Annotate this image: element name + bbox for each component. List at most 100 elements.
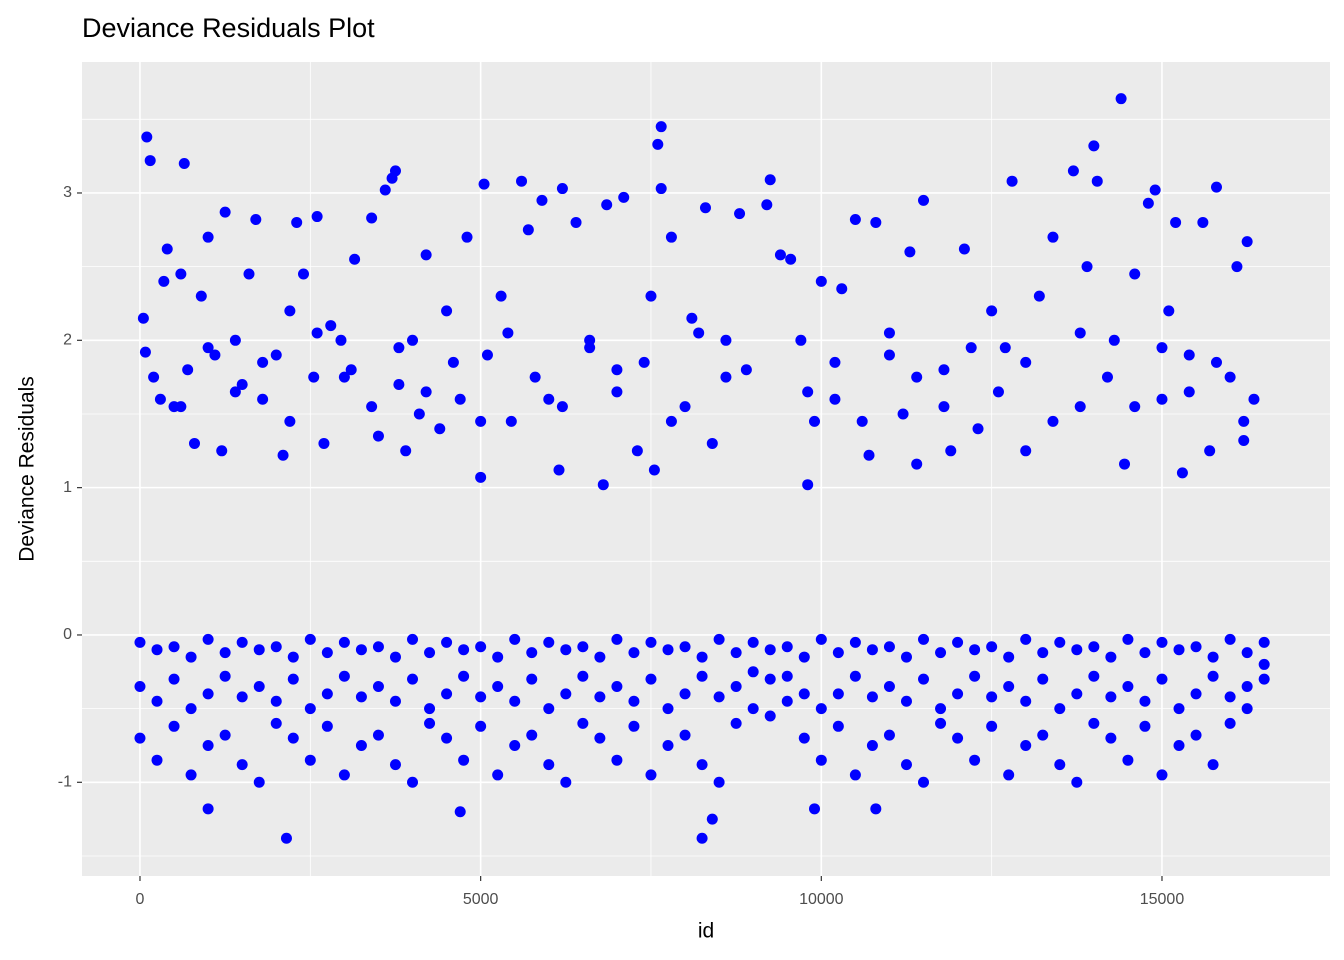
point bbox=[1020, 695, 1032, 707]
point bbox=[883, 729, 895, 741]
point bbox=[849, 636, 861, 648]
point bbox=[952, 688, 964, 700]
point bbox=[270, 695, 282, 707]
point bbox=[298, 268, 310, 280]
point bbox=[730, 647, 742, 659]
point bbox=[216, 445, 228, 457]
point bbox=[781, 670, 793, 682]
points bbox=[134, 93, 1270, 844]
point bbox=[202, 803, 214, 815]
point bbox=[509, 739, 521, 751]
point bbox=[287, 732, 299, 744]
point bbox=[999, 342, 1011, 354]
point bbox=[458, 670, 470, 682]
point bbox=[986, 305, 998, 317]
point bbox=[645, 290, 657, 302]
point bbox=[696, 670, 708, 682]
point bbox=[1122, 681, 1134, 693]
point bbox=[1088, 670, 1100, 682]
point bbox=[219, 647, 231, 659]
point bbox=[611, 386, 623, 398]
point bbox=[287, 651, 299, 663]
point bbox=[1248, 393, 1260, 405]
point bbox=[321, 688, 333, 700]
point bbox=[965, 342, 977, 354]
point bbox=[774, 249, 786, 261]
point bbox=[389, 165, 401, 177]
point bbox=[366, 212, 378, 224]
point bbox=[802, 479, 814, 491]
point bbox=[1101, 371, 1113, 383]
point bbox=[706, 437, 718, 449]
point bbox=[866, 691, 878, 703]
point bbox=[393, 342, 405, 354]
point bbox=[969, 754, 981, 766]
point bbox=[856, 415, 868, 427]
point bbox=[764, 710, 776, 722]
point bbox=[1020, 739, 1032, 751]
point bbox=[1091, 175, 1103, 187]
point bbox=[1156, 636, 1168, 648]
point bbox=[802, 386, 814, 398]
point bbox=[280, 832, 292, 844]
point bbox=[972, 423, 984, 435]
point bbox=[543, 636, 555, 648]
point bbox=[400, 445, 412, 457]
point bbox=[1170, 216, 1182, 228]
point bbox=[1224, 633, 1236, 645]
point bbox=[270, 641, 282, 653]
point bbox=[696, 759, 708, 771]
y-axis-label: Deviance Residuals bbox=[16, 376, 39, 562]
point bbox=[253, 644, 265, 656]
point bbox=[720, 371, 732, 383]
point bbox=[522, 224, 534, 236]
point bbox=[1074, 327, 1086, 339]
point bbox=[720, 334, 732, 346]
point bbox=[1139, 647, 1151, 659]
point bbox=[291, 216, 303, 228]
point bbox=[168, 641, 180, 653]
point bbox=[458, 644, 470, 656]
point bbox=[958, 243, 970, 255]
point bbox=[335, 334, 347, 346]
point bbox=[389, 651, 401, 663]
point bbox=[1241, 647, 1253, 659]
point bbox=[202, 633, 214, 645]
point bbox=[809, 803, 821, 815]
point bbox=[597, 479, 609, 491]
point bbox=[1224, 371, 1236, 383]
point bbox=[1207, 651, 1219, 663]
point bbox=[1173, 703, 1185, 715]
point bbox=[798, 688, 810, 700]
point bbox=[713, 776, 725, 788]
point bbox=[969, 670, 981, 682]
point bbox=[594, 732, 606, 744]
point bbox=[355, 691, 367, 703]
point bbox=[1258, 636, 1270, 648]
point bbox=[407, 776, 419, 788]
point bbox=[904, 246, 916, 258]
point bbox=[454, 806, 466, 818]
point bbox=[1231, 261, 1243, 273]
point bbox=[952, 636, 964, 648]
point bbox=[1020, 445, 1032, 457]
point bbox=[338, 371, 350, 383]
point bbox=[836, 283, 848, 295]
point bbox=[536, 194, 548, 206]
point bbox=[505, 415, 517, 427]
y-tick-label: 2 bbox=[63, 332, 72, 349]
point bbox=[764, 644, 776, 656]
point bbox=[475, 641, 487, 653]
point bbox=[441, 688, 453, 700]
point bbox=[236, 636, 248, 648]
point bbox=[372, 729, 384, 741]
point bbox=[1224, 717, 1236, 729]
point bbox=[1210, 356, 1222, 368]
point bbox=[168, 720, 180, 732]
point bbox=[1054, 636, 1066, 648]
point bbox=[137, 312, 149, 324]
point bbox=[638, 356, 650, 368]
point bbox=[863, 449, 875, 461]
point bbox=[441, 636, 453, 648]
